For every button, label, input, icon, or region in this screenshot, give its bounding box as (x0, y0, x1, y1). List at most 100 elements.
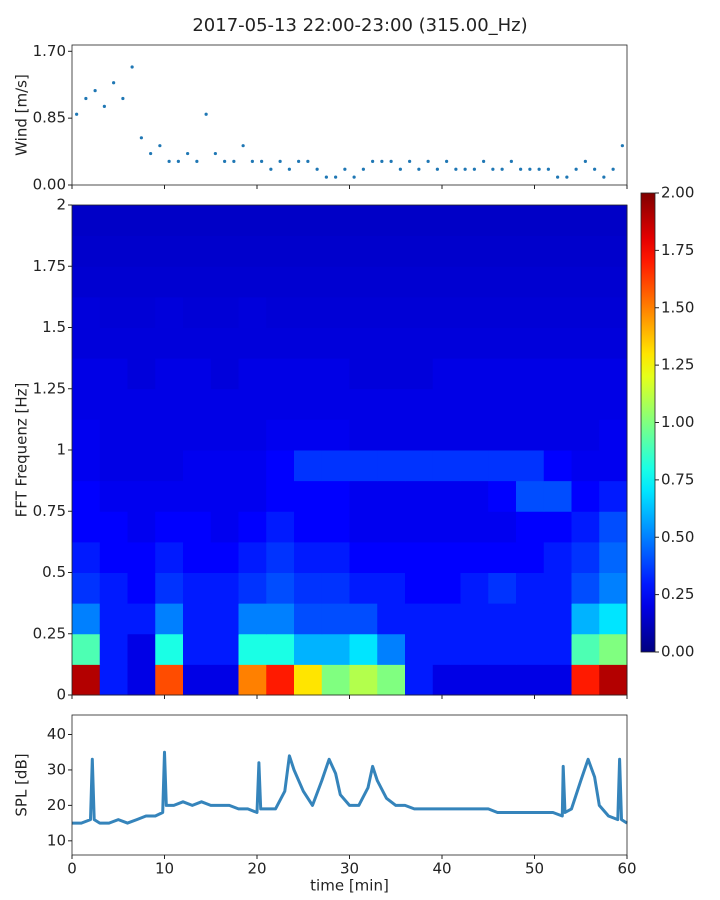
heat-cell (321, 541, 350, 573)
heat-cell (432, 664, 461, 696)
heat-cell (238, 480, 267, 512)
wind-point (84, 96, 88, 101)
heat-cell (571, 633, 600, 665)
heat-cell (294, 296, 323, 328)
heat-cell (183, 450, 212, 482)
wind-point (491, 167, 495, 171)
heat-cell (321, 327, 350, 359)
heat-cell (599, 235, 628, 267)
heat-cell (127, 235, 156, 267)
heat-cell (99, 266, 128, 298)
heat-cell (599, 664, 628, 696)
heat-cell (599, 388, 628, 420)
x-tick-label: 20 (247, 860, 266, 878)
colorbar-tick-label: 1.00 (661, 413, 694, 431)
heat-cell (72, 419, 101, 451)
heat-cell (99, 450, 128, 482)
wind-point (102, 104, 106, 108)
heat-cell (210, 603, 239, 635)
heat-cell (321, 388, 350, 420)
heat-cell (72, 235, 101, 267)
heat-cell (99, 388, 128, 420)
heat-cell (405, 296, 434, 328)
heat-cell (460, 572, 489, 604)
wind-point (158, 144, 162, 148)
heat-cell (488, 419, 517, 451)
heat-cell (266, 235, 295, 267)
heat-cell (460, 358, 489, 390)
heat-cell (266, 511, 295, 543)
heat-cell (266, 266, 295, 298)
heat-cell (349, 388, 378, 420)
wind-point (269, 167, 273, 171)
wind-point (408, 159, 412, 164)
heat-cell (599, 603, 628, 635)
heat-cell (238, 266, 267, 298)
heat-cell (432, 603, 461, 635)
heat-cell (349, 235, 378, 267)
wind-point (176, 159, 180, 164)
heat-cell (349, 205, 378, 237)
heat-cell (349, 603, 378, 635)
heat-cell (72, 664, 101, 696)
heat-cell (377, 235, 406, 267)
heat-cell (377, 603, 406, 635)
heat-cell (405, 419, 434, 451)
heat-cell (516, 633, 545, 665)
heat-cell (405, 450, 434, 482)
wind-point (223, 159, 227, 164)
heat-cell (349, 633, 378, 665)
heat-cell (183, 266, 212, 298)
x-tick-label: 10 (155, 860, 174, 878)
heat-cell (294, 358, 323, 390)
heat-cell (127, 358, 156, 390)
wind-point (167, 159, 171, 164)
wind-point (593, 167, 597, 171)
heat-cell (488, 603, 517, 635)
heat-cell (405, 603, 434, 635)
wind-point (389, 159, 393, 164)
heat-cell (460, 235, 489, 267)
heat-cell (571, 235, 600, 267)
wind-point (204, 112, 208, 116)
heat-cell (321, 664, 350, 696)
heat-cell (155, 664, 184, 696)
heat-cell (238, 450, 267, 482)
heat-cell (516, 603, 545, 635)
y-tick-label: 1.70 (33, 42, 66, 60)
heat-cell (460, 450, 489, 482)
heat-cell (405, 664, 434, 696)
heat-cell (377, 511, 406, 543)
wind-point (463, 167, 467, 171)
wind-point (583, 159, 587, 164)
heat-cell (516, 419, 545, 451)
heat-cell (349, 511, 378, 543)
heat-cell (432, 358, 461, 390)
heat-cell (72, 603, 101, 635)
heat-cell (432, 480, 461, 512)
heat-cell (183, 633, 212, 665)
wind-point (482, 159, 486, 164)
heat-cell (127, 633, 156, 665)
x-tick-label: 30 (340, 860, 359, 878)
heat-cell (405, 572, 434, 604)
heat-cell (99, 603, 128, 635)
heat-cell (516, 511, 545, 543)
heat-cell (377, 327, 406, 359)
y-tick-label: 2 (56, 196, 66, 214)
heat-cell (460, 266, 489, 298)
heat-cell (127, 296, 156, 328)
heat-cell (405, 541, 434, 573)
heat-cell (488, 633, 517, 665)
heat-cell (349, 572, 378, 604)
heat-cell (127, 266, 156, 298)
colorbar-tick-label: 0.00 (661, 643, 694, 661)
heat-cell (294, 450, 323, 482)
heat-cell (238, 633, 267, 665)
heat-cell (571, 266, 600, 298)
wind-point (519, 167, 523, 171)
heat-cell (571, 388, 600, 420)
heat-cell (127, 419, 156, 451)
heat-cell (571, 419, 600, 451)
